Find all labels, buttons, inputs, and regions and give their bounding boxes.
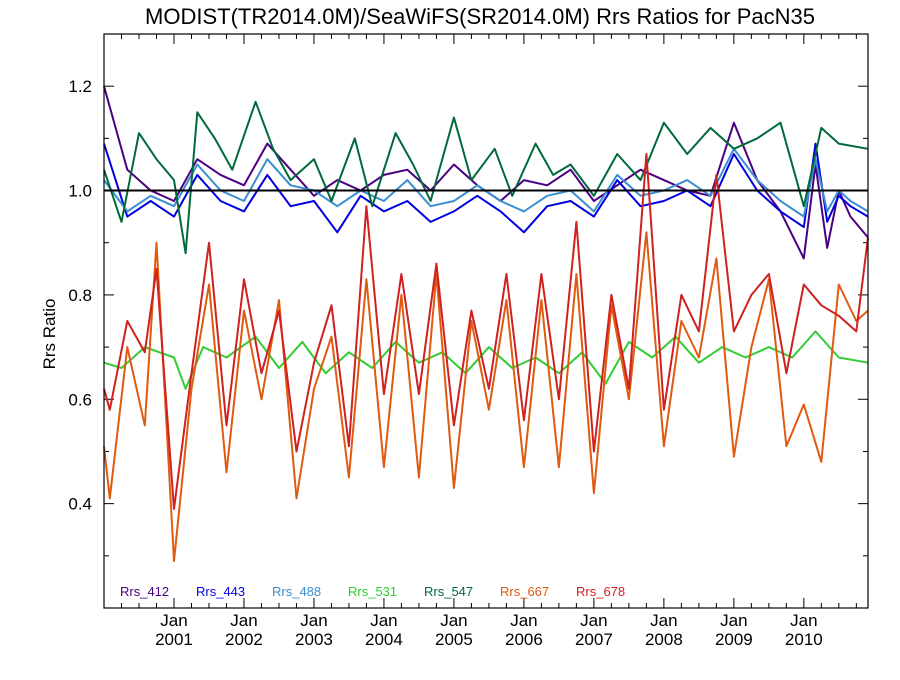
legend-entry-rrs-678: Rrs_678 — [576, 584, 625, 599]
legend-entry-rrs-443: Rrs_443 — [196, 584, 245, 599]
series-line-rrs-443 — [103, 142, 869, 234]
x-tick-label-month: Jan — [300, 611, 327, 630]
series-line-rrs-488 — [103, 147, 869, 218]
x-tick-label-year: 2007 — [575, 630, 613, 649]
x-tick-label-year: 2001 — [155, 630, 193, 649]
y-tick-label: 0.8 — [68, 286, 92, 305]
x-tick-label-month: Jan — [230, 611, 257, 630]
x-tick-label-year: 2004 — [365, 630, 403, 649]
x-tick-label-year: 2002 — [225, 630, 263, 649]
x-tick-label-year: 2006 — [505, 630, 543, 649]
y-tick-label: 0.6 — [68, 390, 92, 409]
legend-entry-rrs-667: Rrs_667 — [500, 584, 549, 599]
x-tick-label-month: Jan — [790, 611, 817, 630]
y-tick-label: 0.4 — [68, 495, 92, 514]
x-tick-label-month: Jan — [160, 611, 187, 630]
x-tick-label-month: Jan — [580, 611, 607, 630]
plot-area: 0.40.60.81.01.2Jan2001Jan2002Jan2003Jan2… — [68, 33, 869, 649]
x-tick-label-month: Jan — [510, 611, 537, 630]
x-tick-label-month: Jan — [370, 611, 397, 630]
x-tick-label-year: 2010 — [785, 630, 823, 649]
x-tick-label-month: Jan — [650, 611, 677, 630]
x-tick-label-month: Jan — [440, 611, 467, 630]
y-tick-label: 1.0 — [68, 182, 92, 201]
series-line-rrs-678 — [103, 153, 869, 510]
x-tick-label-year: 2009 — [715, 630, 753, 649]
x-tick-label-year: 2008 — [645, 630, 683, 649]
series-line-rrs-667 — [103, 231, 869, 562]
legend: Rrs_412 Rrs_443 Rrs_488 Rrs_531 Rrs_547 Rrs_6… — [120, 584, 625, 599]
series-line-rrs-412 — [103, 85, 869, 260]
legend-entry-rrs-488: Rrs_488 — [272, 584, 321, 599]
x-tick-label-year: 2005 — [435, 630, 473, 649]
series-line-rrs-547 — [103, 100, 869, 255]
x-tick-label-month: Jan — [720, 611, 747, 630]
y-tick-label: 1.2 — [68, 77, 92, 96]
plot-frame — [103, 33, 869, 609]
y-axis-label: Rrs Ratio — [40, 299, 59, 370]
chart-title: MODIST(TR2014.0M)/SeaWiFS(SR2014.0M) Rrs… — [145, 4, 815, 29]
x-tick-label-year: 2003 — [295, 630, 333, 649]
legend-entry-rrs-412: Rrs_412 — [120, 584, 169, 599]
legend-entry-rrs-531: Rrs_531 — [348, 584, 397, 599]
legend-entry-rrs-547: Rrs_547 — [424, 584, 473, 599]
